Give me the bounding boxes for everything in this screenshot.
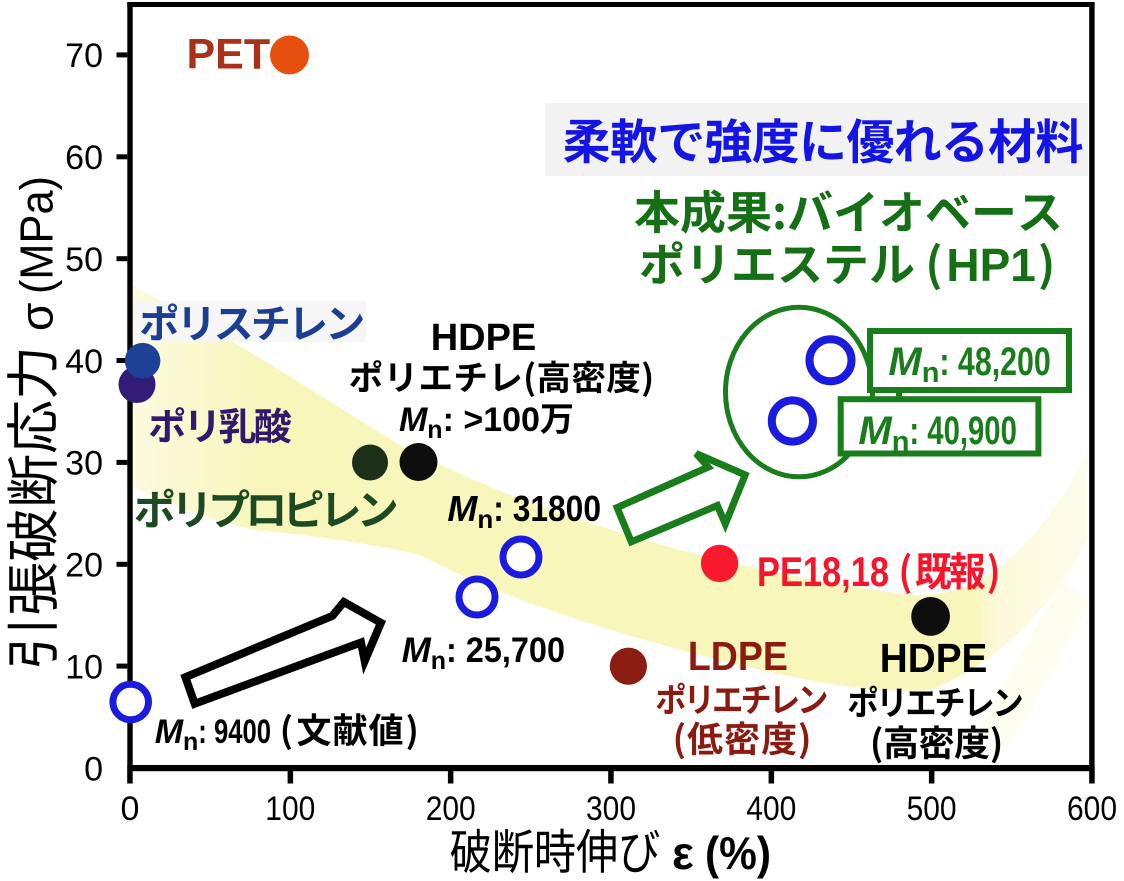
svg-text:HDPE: HDPE <box>431 317 537 359</box>
svg-text:PET: PET <box>187 31 271 79</box>
svg-text:LDPE: LDPE <box>688 633 788 679</box>
svg-text:M: M <box>888 340 923 384</box>
svg-text:0: 0 <box>121 790 140 828</box>
svg-text:70: 70 <box>65 37 103 75</box>
svg-text:300: 300 <box>586 790 636 828</box>
svg-text:n: n <box>477 504 493 534</box>
svg-text:HDPE: HDPE <box>880 635 988 681</box>
svg-text:50: 50 <box>65 241 103 279</box>
svg-text:20: 20 <box>65 547 103 585</box>
svg-text:: 31800: : 31800 <box>493 488 601 529</box>
svg-text:400: 400 <box>746 790 796 828</box>
svg-text:60: 60 <box>65 139 103 177</box>
svg-text:40: 40 <box>65 343 103 381</box>
svg-text:500: 500 <box>907 790 957 828</box>
svg-text:: 25,700: : 25,700 <box>446 631 565 670</box>
svg-text:σ: σ <box>11 303 63 331</box>
svg-text:n: n <box>922 357 940 389</box>
svg-text:ε: ε <box>672 827 694 879</box>
svg-text:n: n <box>431 647 446 675</box>
svg-text:HP1: HP1 <box>946 239 1035 291</box>
svg-text:: 40,900: : 40,900 <box>909 409 1017 453</box>
svg-text:10: 10 <box>65 648 103 686</box>
svg-text:: >100: : >100 <box>443 401 540 439</box>
svg-text:30: 30 <box>65 445 103 483</box>
svg-text:M: M <box>399 401 428 439</box>
svg-text:(MPa): (MPa) <box>11 176 63 294</box>
svg-text:M: M <box>447 488 478 529</box>
svg-text:600: 600 <box>1067 790 1117 828</box>
svg-text:200: 200 <box>426 790 476 828</box>
svg-text:n: n <box>892 426 910 458</box>
svg-text:(%): (%) <box>705 827 771 879</box>
svg-text:: 48,200: : 48,200 <box>939 340 1050 384</box>
svg-text:n: n <box>427 416 442 444</box>
svg-text:M: M <box>155 713 184 751</box>
svg-text:n: n <box>183 728 198 756</box>
svg-text:M: M <box>402 631 432 670</box>
svg-text:M: M <box>858 409 893 453</box>
svg-text:: 9400: : 9400 <box>198 713 271 751</box>
svg-text:PE18,18: PE18,18 <box>757 548 889 595</box>
svg-text:0: 0 <box>84 750 103 788</box>
svg-text:100: 100 <box>265 790 315 828</box>
